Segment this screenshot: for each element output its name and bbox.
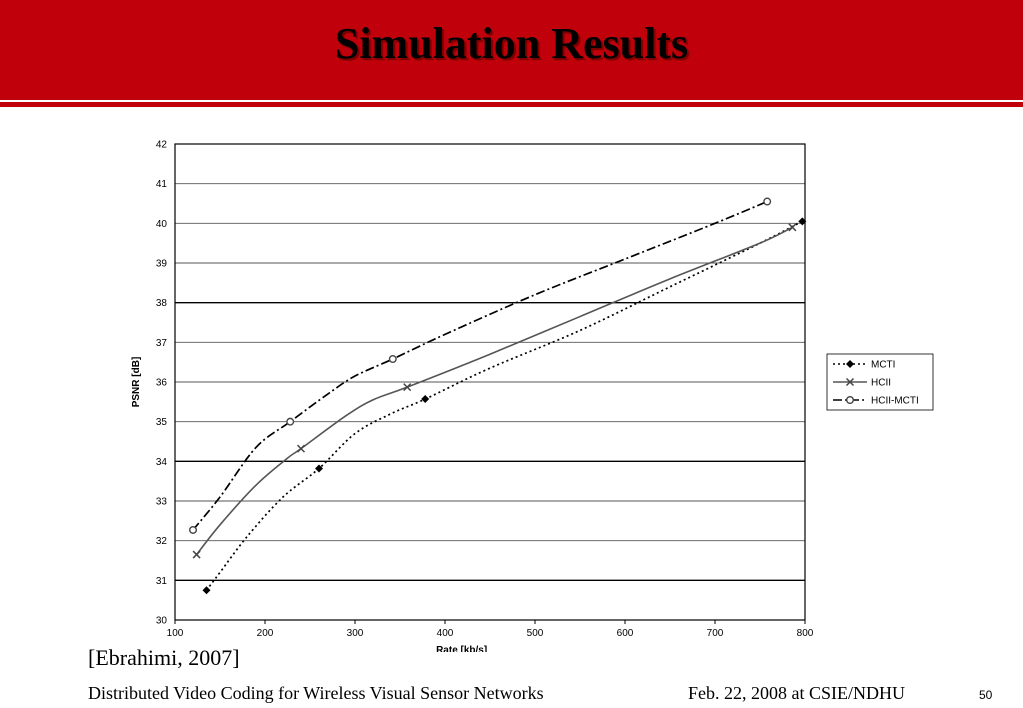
y-tick-label: 32 bbox=[156, 536, 168, 547]
data-point bbox=[388, 354, 397, 363]
y-tick-label: 36 bbox=[156, 378, 168, 389]
x-tick-label: 500 bbox=[527, 628, 544, 639]
footer-title: Distributed Video Coding for Wireless Vi… bbox=[88, 683, 544, 703]
y-tick-label: 31 bbox=[156, 576, 168, 587]
legend-marker bbox=[846, 396, 855, 405]
footer-date: Feb. 22, 2008 at CSIE/NDHU bbox=[688, 683, 905, 703]
data-point bbox=[202, 586, 211, 595]
series-line bbox=[195, 226, 793, 556]
y-tick-label: 38 bbox=[156, 298, 168, 309]
legend: MCTI HCII HCII-MCTI bbox=[826, 353, 934, 411]
data-point bbox=[421, 395, 430, 404]
y-tick-label: 42 bbox=[156, 140, 168, 151]
x-tick-label: 400 bbox=[437, 628, 454, 639]
x-tick-label: 800 bbox=[797, 628, 814, 639]
series-mcti bbox=[202, 217, 807, 595]
x-tick-label: 600 bbox=[617, 628, 634, 639]
legend-label: MCTI bbox=[871, 360, 895, 371]
slide-title: Simulation Results bbox=[334, 19, 689, 68]
data-point bbox=[788, 223, 797, 232]
data-point bbox=[763, 197, 772, 206]
y-tick-label: 35 bbox=[156, 417, 168, 428]
series-hcii bbox=[192, 223, 797, 559]
legend-label: HCII bbox=[871, 378, 891, 389]
x-tick-label: 300 bbox=[347, 628, 364, 639]
legend-marker bbox=[845, 377, 855, 387]
plot-area: 30 31 32 33 34 35 36 37 38 39 40 41 42 100 200 300 400 50… bbox=[131, 140, 814, 653]
series-hcii-mcti bbox=[188, 197, 772, 534]
page-number: 50 bbox=[979, 688, 993, 702]
legend-marker bbox=[846, 360, 854, 368]
series-line bbox=[205, 220, 803, 591]
y-tick-label: 30 bbox=[156, 616, 168, 627]
x-axis-title: Rate [kb/s] bbox=[436, 645, 487, 652]
psnr-rate-chart: 30 31 32 33 34 35 36 37 38 39 40 41 42 100 200 300 400 50… bbox=[131, 140, 934, 653]
y-tick-label: 39 bbox=[156, 259, 168, 270]
x-tick-label: 200 bbox=[257, 628, 274, 639]
x-tick-label: 700 bbox=[707, 628, 724, 639]
series-line bbox=[192, 200, 768, 531]
data-point bbox=[315, 464, 323, 473]
y-axis-title: PSNR [dB] bbox=[131, 357, 142, 408]
title-bar bbox=[0, 0, 1023, 100]
citation: [Ebrahimi, 2007] bbox=[88, 645, 240, 670]
y-tick-label: 41 bbox=[156, 179, 168, 190]
data-point bbox=[286, 417, 295, 426]
title-bar-rule bbox=[0, 100, 1023, 107]
y-tick-label: 37 bbox=[156, 338, 168, 349]
y-tick-label: 33 bbox=[156, 497, 168, 508]
data-point bbox=[403, 383, 412, 392]
y-tick-label: 34 bbox=[156, 457, 168, 468]
x-tick-label: 100 bbox=[167, 628, 184, 639]
legend-label: HCII-MCTI bbox=[871, 396, 919, 407]
plot-border bbox=[174, 143, 806, 621]
y-tick-label: 40 bbox=[156, 219, 168, 230]
data-point bbox=[296, 444, 306, 453]
data-point bbox=[798, 217, 807, 226]
data-point bbox=[192, 550, 201, 559]
data-point bbox=[188, 525, 197, 534]
